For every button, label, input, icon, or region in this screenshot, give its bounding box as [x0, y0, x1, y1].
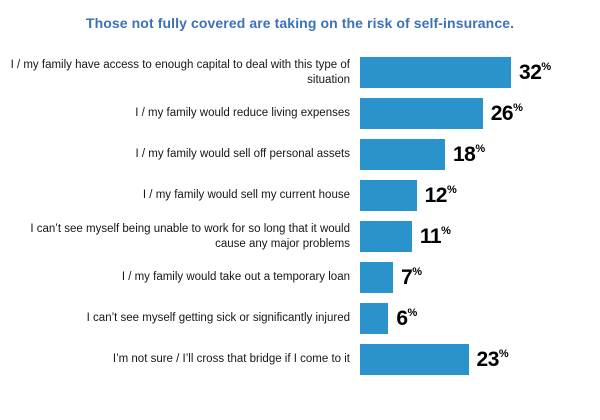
bar: [360, 98, 483, 129]
percent-sign: %: [513, 101, 523, 114]
bar-chart: I / my family have access to enough capi…: [0, 52, 600, 380]
percent-sign: %: [475, 142, 486, 155]
bar-value: 32%: [519, 60, 552, 84]
bar-label: I / my family would reduce living expens…: [135, 107, 350, 120]
percent-sign: %: [441, 224, 451, 237]
bar-value: 18%: [452, 142, 486, 166]
bar-row: I’m not sure / I’ll cross that bridge if…: [0, 339, 600, 380]
bar-row: I / my family would take out a temporary…: [0, 257, 600, 298]
bar: [360, 262, 394, 293]
bar: [360, 344, 469, 375]
percent-sign: %: [498, 347, 509, 360]
bar: [360, 221, 412, 252]
bar-value: 23%: [476, 347, 509, 371]
bar-label: I / my family would sell off personal as…: [135, 148, 350, 161]
bar-label: I / my family have access to enough capi…: [10, 58, 350, 86]
bar-label: I can’t see myself getting sick or signi…: [86, 312, 350, 325]
bar-row: I can’t see myself being unable to work …: [0, 216, 600, 257]
percent-sign: %: [541, 60, 552, 73]
bar-value: 7%: [401, 265, 422, 289]
chart-title: Those not fully covered are taking on th…: [85, 15, 515, 31]
bar-row: I / my family would sell my current hous…: [0, 175, 600, 216]
bar-value: 6%: [396, 306, 418, 330]
bar-row: I can’t see myself getting sick or signi…: [0, 298, 600, 339]
bar-label: I can’t see myself being unable to work …: [30, 222, 350, 250]
bar-value: 11%: [419, 224, 451, 248]
percent-sign: %: [412, 265, 422, 278]
bar-row: I / my family would sell off personal as…: [0, 134, 600, 175]
bar-row: I / my family would reduce living expens…: [0, 93, 600, 134]
bar-label: I / my family would sell my current hous…: [142, 189, 350, 202]
bar-row: I / my family have access to enough capi…: [0, 52, 600, 93]
bar-value: 12%: [424, 183, 457, 207]
bar: [360, 139, 445, 170]
bar: [360, 303, 389, 334]
bar-value: 26%: [490, 101, 523, 125]
bar-label: I / my family would take out a temporary…: [121, 271, 350, 284]
percent-sign: %: [407, 306, 418, 319]
percent-sign: %: [446, 183, 457, 196]
bar-label: I’m not sure / I’ll cross that bridge if…: [112, 353, 350, 366]
bar: [360, 57, 512, 88]
bar: [360, 180, 417, 211]
